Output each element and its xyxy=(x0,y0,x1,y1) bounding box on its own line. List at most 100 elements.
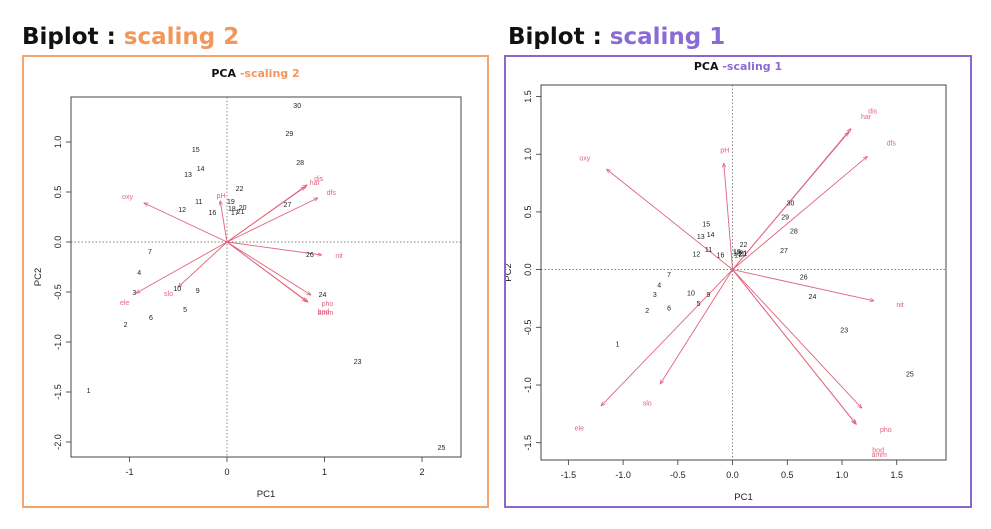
x-tick-label: 0.0 xyxy=(726,470,739,480)
species-label-bod: bod xyxy=(872,448,884,455)
species-label-slo: slo xyxy=(164,291,173,298)
species-label-dfs: dfs xyxy=(887,141,897,148)
biplot-panel-scaling-2: PCA -scaling 2 -1 0 1 2 -2.0 -1.5 -1.0 -0.5 0.0 0… xyxy=(22,55,489,508)
site-label-30: 30 xyxy=(787,201,795,208)
y-tick-label: -1.5 xyxy=(523,435,533,451)
species-label-pH: pH xyxy=(217,193,226,200)
heading-accent: scaling 2 xyxy=(123,24,240,50)
site-label-10: 10 xyxy=(687,291,695,298)
site-label-5: 5 xyxy=(697,301,701,308)
site-label-20: 20 xyxy=(239,205,247,212)
site-label-6: 6 xyxy=(667,306,671,313)
plot-title: PCA -scaling 1 xyxy=(506,60,970,73)
y-tick-label: -2.0 xyxy=(53,434,63,450)
site-label-18: 18 xyxy=(733,250,741,257)
biplot-panel-scaling-1: PCA -scaling 1 -1.5 -1.0 -0.5 0.0 0.5 1.0 1.5-… xyxy=(504,55,972,508)
heading-scaling-1: Biplot : scaling 1 xyxy=(508,24,725,50)
y-tick-label: 0.5 xyxy=(523,206,533,219)
site-label-11: 11 xyxy=(705,247,712,254)
site-label-9: 9 xyxy=(707,292,711,299)
site-label-13: 13 xyxy=(697,234,705,241)
site-label-28: 28 xyxy=(790,228,798,235)
site-label-25: 25 xyxy=(906,371,914,378)
site-label-1: 1 xyxy=(616,341,620,348)
site-label-22: 22 xyxy=(236,186,244,193)
site-label-24: 24 xyxy=(809,294,817,301)
site-label-27: 27 xyxy=(284,202,292,209)
x-axis-label: PC1 xyxy=(734,492,752,503)
species-arrow-amm xyxy=(732,269,857,425)
species-label-oxy: oxy xyxy=(579,156,590,163)
species-label-pH: pH xyxy=(720,148,729,155)
y-axis-label: PC2 xyxy=(506,263,514,281)
site-label-13: 13 xyxy=(184,172,192,179)
site-label-15: 15 xyxy=(192,147,200,154)
species-label-har: har xyxy=(310,180,321,187)
species-arrow-dis xyxy=(226,185,307,243)
species-arrow-amm xyxy=(226,241,308,302)
y-tick-label: -1.0 xyxy=(523,377,533,393)
y-tick-label: 1.0 xyxy=(53,136,63,149)
site-label-2: 2 xyxy=(124,322,128,329)
site-label-29: 29 xyxy=(286,131,294,138)
site-label-25: 25 xyxy=(438,445,446,452)
site-label-3: 3 xyxy=(653,292,657,299)
site-label-22: 22 xyxy=(740,242,748,249)
y-tick-label: -0.5 xyxy=(53,284,63,300)
y-tick-label: 1.0 xyxy=(523,148,533,161)
site-label-16: 16 xyxy=(717,253,725,260)
site-label-24: 24 xyxy=(319,292,327,299)
site-label-3: 3 xyxy=(132,290,136,297)
site-label-20: 20 xyxy=(739,251,747,258)
y-tick-label: 0.0 xyxy=(53,236,63,249)
species-arrow-dfs xyxy=(732,157,868,270)
species-label-pho: pho xyxy=(322,301,334,308)
species-arrow-pH xyxy=(220,201,228,243)
site-label-21: 21 xyxy=(237,209,245,216)
site-label-6: 6 xyxy=(149,315,153,322)
y-axis-label: PC2 xyxy=(33,268,44,286)
y-tick-label: 0.0 xyxy=(523,263,533,276)
x-tick-label: 2 xyxy=(419,467,424,477)
species-label-amm: amm xyxy=(318,310,334,317)
x-tick-label: -0.5 xyxy=(670,470,686,480)
plot-title: PCA -scaling 2 xyxy=(24,67,487,80)
y-tick-label: 0.5 xyxy=(53,186,63,199)
species-label-ele: ele xyxy=(575,426,584,433)
site-label-5: 5 xyxy=(183,307,187,314)
site-label-9: 9 xyxy=(196,288,200,295)
site-label-2: 2 xyxy=(645,308,649,315)
species-label-oxy: oxy xyxy=(122,194,133,201)
species-label-amm: amm xyxy=(871,452,887,459)
site-label-16: 16 xyxy=(208,210,216,217)
site-label-26: 26 xyxy=(306,252,314,259)
site-label-15: 15 xyxy=(702,221,710,228)
site-label-18: 18 xyxy=(228,206,236,213)
x-tick-label: -1.0 xyxy=(615,470,631,480)
site-label-12: 12 xyxy=(693,251,701,258)
species-arrow-pho xyxy=(732,269,862,408)
plot-title-scaling: -scaling 2 xyxy=(239,67,300,80)
site-label-23: 23 xyxy=(840,328,848,335)
site-label-10: 10 xyxy=(173,286,181,293)
species-arrow-slo xyxy=(660,269,733,384)
site-label-11: 11 xyxy=(195,199,202,206)
site-label-17: 17 xyxy=(734,253,742,260)
site-label-7: 7 xyxy=(148,249,152,256)
species-label-dfs: dfs xyxy=(327,190,337,197)
species-arrow-oxy xyxy=(607,169,733,270)
x-tick-label: -1 xyxy=(125,467,133,477)
species-label-ele: ele xyxy=(120,300,129,307)
species-label-nit: nit xyxy=(896,302,903,309)
species-arrow-har xyxy=(732,132,849,270)
x-tick-label: 1 xyxy=(322,467,327,477)
heading-prefix: Biplot : xyxy=(508,24,610,50)
species-arrow-slo xyxy=(178,241,228,287)
site-label-27: 27 xyxy=(780,248,788,255)
biplot-chart: -1 0 1 2-2.0-1.5-1.0-0.50.00.51.0PC1PC2dfsh… xyxy=(33,96,462,500)
site-label-29: 29 xyxy=(781,215,789,222)
species-label-nit: nit xyxy=(335,253,342,260)
heading-accent: scaling 1 xyxy=(609,24,726,50)
site-label-28: 28 xyxy=(296,160,304,167)
plot-title-main: PCA xyxy=(693,60,719,73)
